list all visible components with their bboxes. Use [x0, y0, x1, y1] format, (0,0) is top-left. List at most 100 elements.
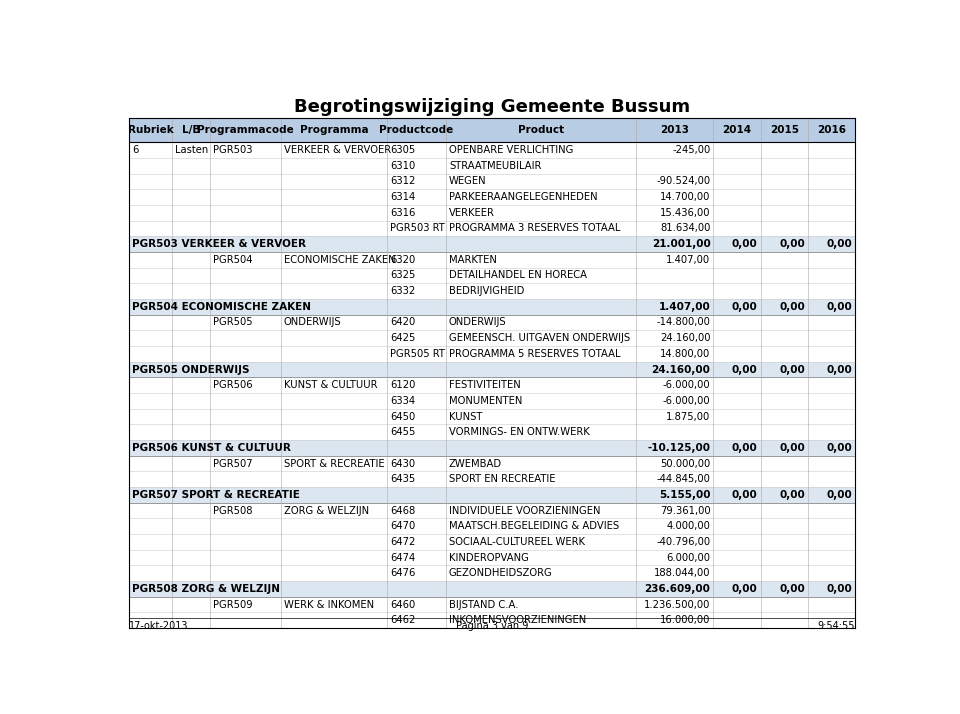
Bar [129, 221, 855, 236]
Text: PGR506 KUNST & CULTUUR: PGR506 KUNST & CULTUUR [132, 443, 291, 453]
Text: PGR508 ZORG & WELZIJN: PGR508 ZORG & WELZIJN [132, 584, 280, 594]
Bar [129, 581, 855, 597]
Bar [129, 189, 855, 205]
Text: 2013: 2013 [660, 125, 689, 135]
Text: 6425: 6425 [390, 333, 416, 343]
Text: DETAILHANDEL EN HORECA: DETAILHANDEL EN HORECA [449, 271, 587, 281]
Text: PARKEERAANGELEGENHEDEN: PARKEERAANGELEGENHEDEN [449, 192, 597, 202]
Text: VERKEER & VERVOER: VERKEER & VERVOER [284, 145, 391, 155]
Text: MAATSCH.BEGELEIDING & ADVIES: MAATSCH.BEGELEIDING & ADVIES [449, 521, 619, 531]
Text: 6314: 6314 [390, 192, 415, 202]
Text: 0,00: 0,00 [732, 490, 757, 500]
Text: 6472: 6472 [390, 537, 416, 547]
Text: -6.000,00: -6.000,00 [662, 396, 710, 406]
Text: 17-okt-2013: 17-okt-2013 [129, 620, 188, 630]
Bar [129, 503, 855, 518]
Bar [129, 613, 855, 628]
Text: WEGEN: WEGEN [449, 176, 487, 186]
Text: 50.000,00: 50.000,00 [660, 458, 710, 468]
Text: 6420: 6420 [390, 318, 415, 328]
Text: 6474: 6474 [390, 553, 415, 563]
Bar [129, 158, 855, 174]
Text: Begrotingswijziging Gemeente Bussum: Begrotingswijziging Gemeente Bussum [294, 98, 690, 116]
Text: 1.875,00: 1.875,00 [666, 411, 710, 421]
Text: -10.125,00: -10.125,00 [647, 443, 710, 453]
Bar [129, 534, 855, 550]
Text: INDIVIDUELE VOORZIENINGEN: INDIVIDUELE VOORZIENINGEN [449, 506, 600, 516]
Text: 24.160,00: 24.160,00 [652, 365, 710, 375]
Text: ECONOMISCHE ZAKEN: ECONOMISCHE ZAKEN [284, 255, 396, 265]
Text: KINDEROPVANG: KINDEROPVANG [449, 553, 529, 563]
Text: 9:54:55: 9:54:55 [818, 620, 855, 630]
Text: FESTIVITEITEN: FESTIVITEITEN [449, 380, 520, 390]
Bar [129, 205, 855, 221]
Text: 6462: 6462 [390, 615, 416, 625]
Text: Programma: Programma [300, 125, 369, 135]
Text: 0,00: 0,00 [780, 302, 804, 312]
Text: -245,00: -245,00 [672, 145, 710, 155]
Text: 0,00: 0,00 [732, 443, 757, 453]
Text: MONUMENTEN: MONUMENTEN [449, 396, 522, 406]
Text: 1.236.500,00: 1.236.500,00 [644, 600, 710, 610]
Text: 79.361,00: 79.361,00 [660, 506, 710, 516]
Bar [129, 518, 855, 534]
Text: PGR505 RT: PGR505 RT [390, 349, 444, 359]
Text: PGR503 RT: PGR503 RT [390, 223, 444, 233]
Text: PROGRAMMA 5 RESERVES TOTAAL: PROGRAMMA 5 RESERVES TOTAAL [449, 349, 620, 359]
Text: 0,00: 0,00 [827, 239, 852, 249]
Text: Programmacode: Programmacode [197, 125, 294, 135]
Text: WERK & INKOMEN: WERK & INKOMEN [284, 600, 373, 610]
Text: PGR504: PGR504 [213, 255, 252, 265]
Text: 0,00: 0,00 [732, 302, 757, 312]
Text: -14.800,00: -14.800,00 [657, 318, 710, 328]
Bar [129, 550, 855, 565]
Text: 6435: 6435 [390, 474, 415, 484]
Text: 81.634,00: 81.634,00 [660, 223, 710, 233]
Text: 6470: 6470 [390, 521, 415, 531]
Text: 0,00: 0,00 [780, 584, 804, 594]
Text: 1.407,00: 1.407,00 [666, 255, 710, 265]
Bar [129, 268, 855, 283]
Text: 6320: 6320 [390, 255, 415, 265]
Text: 6334: 6334 [390, 396, 415, 406]
Bar [129, 377, 855, 393]
Text: 6468: 6468 [390, 506, 415, 516]
Text: 0,00: 0,00 [780, 490, 804, 500]
Text: Rubriek: Rubriek [128, 125, 174, 135]
Bar [129, 362, 855, 377]
Bar [129, 331, 855, 346]
Bar [129, 346, 855, 362]
Text: -44.845,00: -44.845,00 [657, 474, 710, 484]
Text: PROGRAMMA 3 RESERVES TOTAAL: PROGRAMMA 3 RESERVES TOTAAL [449, 223, 620, 233]
Text: KUNST: KUNST [449, 411, 482, 421]
Text: PGR505: PGR505 [213, 318, 252, 328]
Text: 2015: 2015 [770, 125, 799, 135]
Bar [129, 393, 855, 408]
Text: 6332: 6332 [390, 286, 415, 296]
Bar [129, 252, 855, 268]
Text: 6310: 6310 [390, 161, 415, 171]
Text: 0,00: 0,00 [732, 584, 757, 594]
Text: 0,00: 0,00 [827, 490, 852, 500]
Text: Lasten: Lasten [175, 145, 208, 155]
Text: MARKTEN: MARKTEN [449, 255, 497, 265]
Text: ONDERWIJS: ONDERWIJS [449, 318, 507, 328]
Text: SOCIAAL-CULTUREEL WERK: SOCIAAL-CULTUREEL WERK [449, 537, 585, 547]
Text: 0,00: 0,00 [827, 365, 852, 375]
Text: 6325: 6325 [390, 271, 416, 281]
Bar [129, 408, 855, 424]
Text: VORMINGS- EN ONTW.WERK: VORMINGS- EN ONTW.WERK [449, 427, 589, 437]
Text: 236.609,00: 236.609,00 [644, 584, 710, 594]
Text: PGR505 ONDERWIJS: PGR505 ONDERWIJS [132, 365, 250, 375]
Text: 6316: 6316 [390, 208, 416, 218]
Text: Productcode: Productcode [379, 125, 453, 135]
Text: 0,00: 0,00 [827, 443, 852, 453]
Text: PGR508: PGR508 [213, 506, 252, 516]
Text: 0,00: 0,00 [780, 443, 804, 453]
Text: ZORG & WELZIJN: ZORG & WELZIJN [284, 506, 369, 516]
Text: 6312: 6312 [390, 176, 416, 186]
Text: PGR509: PGR509 [213, 600, 252, 610]
Text: 21.001,00: 21.001,00 [652, 239, 710, 249]
Text: 2014: 2014 [723, 125, 752, 135]
Text: 6: 6 [132, 145, 138, 155]
